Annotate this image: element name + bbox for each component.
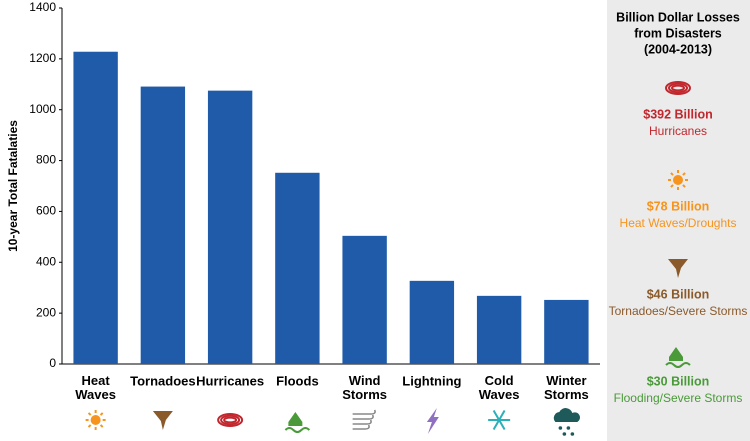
y-tick-label: 200 (36, 305, 56, 319)
bar (140, 86, 186, 365)
icon-shape (671, 84, 685, 92)
bar (73, 51, 118, 364)
icon-shape (90, 415, 101, 425)
icon-shape (99, 424, 104, 428)
icon-shape (570, 432, 575, 436)
loss-amount: $30 Billion (647, 374, 710, 388)
x-tick-label: Hurricanes (196, 373, 264, 388)
icon-shape (352, 414, 374, 420)
y-tick-label: 400 (36, 254, 56, 268)
x-tick-label: Heat Waves (75, 373, 116, 402)
y-tick-label: 0 (49, 356, 56, 370)
icon-shape (669, 347, 683, 361)
icon-shape (665, 81, 691, 95)
side-icon (665, 81, 691, 95)
loss-amount: $46 Billion (647, 287, 710, 301)
icon-shape (668, 259, 688, 278)
category-icon (426, 408, 439, 434)
icon-shape (553, 408, 581, 422)
y-tick-label: 1400 (29, 0, 56, 14)
bar (409, 280, 455, 364)
loss-amount: $392 Billion (643, 107, 712, 121)
x-tick-label: Winter Storms (544, 373, 589, 402)
loss-label: Hurricanes (649, 124, 707, 138)
bar (544, 299, 589, 364)
icon-shape (352, 409, 376, 415)
side-icon (668, 259, 688, 278)
bar (275, 172, 320, 364)
icon-shape (217, 413, 244, 427)
side-title: (2004-2013) (644, 42, 712, 56)
icon-shape (220, 414, 241, 426)
x-tick-label: Lightning (402, 373, 461, 388)
category-icon (352, 409, 376, 430)
x-tick-label: Tornadoes (130, 373, 196, 388)
bar (207, 90, 253, 365)
bar (342, 235, 387, 364)
icon-shape (670, 184, 674, 188)
y-tick-label: 800 (36, 153, 56, 167)
icon-shape (288, 412, 303, 426)
category-icon (488, 409, 511, 431)
x-tick-label: Wind Storms (342, 373, 387, 402)
icon-shape (87, 412, 92, 416)
icon-shape (426, 408, 439, 434)
loss-amount: $78 Billion (647, 199, 710, 213)
icon-shape (668, 82, 688, 94)
y-tick-label: 1200 (29, 51, 56, 65)
icon-shape (673, 175, 683, 185)
icon-shape (152, 411, 173, 430)
icon-shape (223, 416, 238, 424)
icon-shape (566, 426, 571, 430)
y-tick-label: 1000 (29, 102, 56, 116)
icon-shape (492, 409, 506, 431)
side-icon (665, 347, 691, 368)
x-tick-label: Floods (276, 373, 319, 388)
icon-shape (99, 412, 104, 416)
icon-shape (284, 427, 311, 433)
x-tick-label: Cold Waves (479, 373, 520, 402)
icon-shape (352, 424, 370, 430)
loss-label: Heat Waves/Droughts (620, 216, 737, 230)
category-icon (152, 411, 173, 430)
icon-shape (87, 424, 92, 428)
icon-shape (682, 172, 686, 176)
side-icon (668, 170, 688, 190)
y-tick-label: 600 (36, 204, 56, 218)
icon-shape (352, 419, 372, 425)
bar (476, 295, 522, 364)
category-icon (85, 410, 106, 430)
category-icon (553, 408, 581, 436)
side-title: Billion Dollar Losses (616, 10, 740, 24)
loss-label: Tornadoes/Severe Storms (609, 304, 748, 318)
loss-label: Flooding/Severe Storms (614, 391, 743, 405)
side-title: from Disasters (634, 26, 722, 40)
y-axis-label: 10-year Total Fatalaties (6, 120, 20, 252)
icon-shape (670, 172, 674, 176)
icon-shape (665, 362, 691, 368)
category-icon (284, 412, 311, 433)
icon-shape (682, 184, 686, 188)
icon-shape (562, 432, 567, 436)
icon-shape (558, 426, 563, 430)
category-icon (217, 413, 244, 427)
